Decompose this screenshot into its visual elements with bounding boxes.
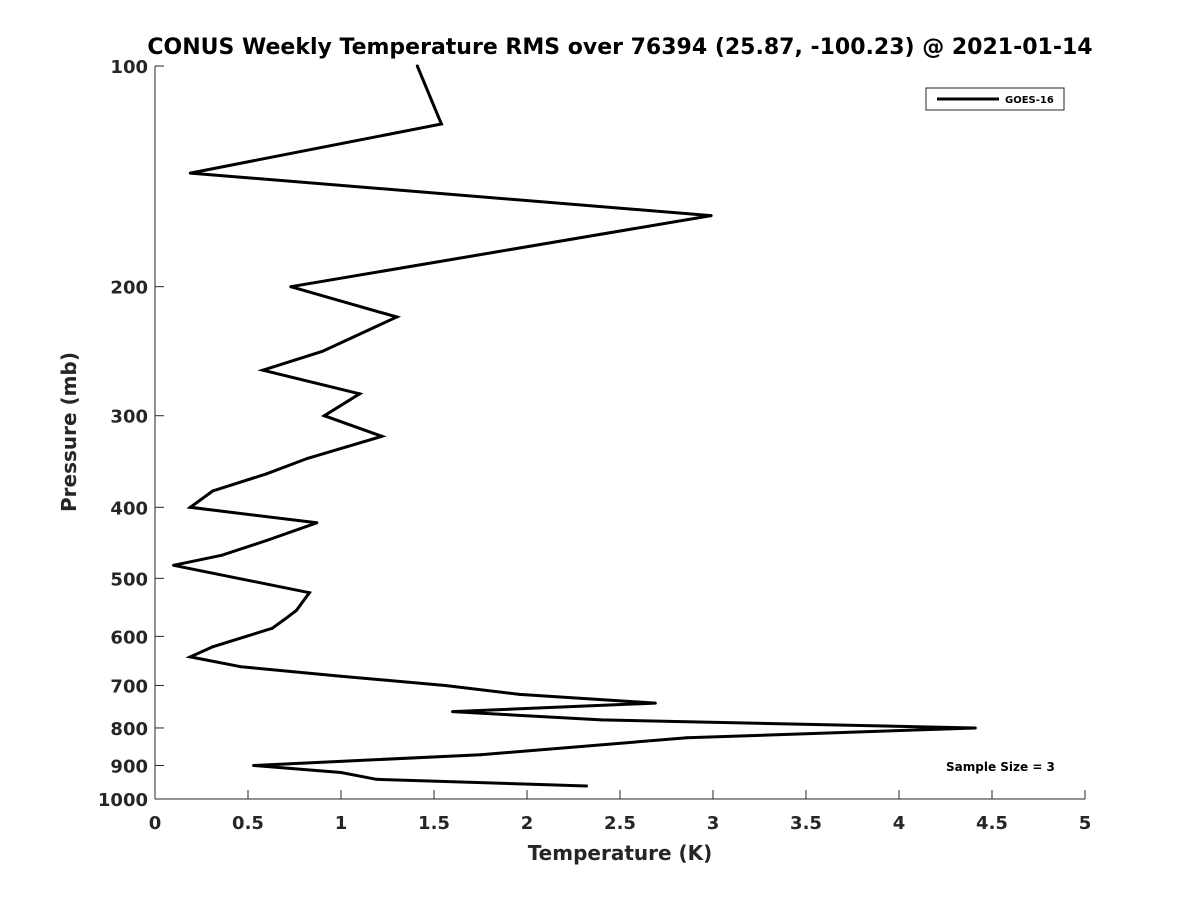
series-line-goes-16 <box>173 65 976 788</box>
x-tick-label: 0 <box>149 813 162 834</box>
data-point <box>211 645 215 649</box>
x-tick-label: 3.5 <box>790 813 822 834</box>
data-point <box>415 64 419 68</box>
y-tick-label: 400 <box>110 498 148 519</box>
data-point <box>653 701 657 705</box>
data-point <box>252 764 256 767</box>
data-point <box>374 777 378 781</box>
legend-label: GOES-16 <box>1005 95 1054 106</box>
y-tick-label: 500 <box>110 569 148 590</box>
data-point <box>339 674 343 678</box>
y-tick-label: 800 <box>110 719 148 740</box>
y-ticks: 100 200 300 400 500 600 700 800 900 1000 <box>98 57 164 811</box>
y-tick-label: 900 <box>110 756 148 777</box>
data-point <box>322 414 326 418</box>
data-point <box>306 456 309 460</box>
data-point <box>188 655 192 659</box>
data-point <box>585 784 588 788</box>
sample-size-annotation: Sample Size = 3 <box>946 760 1055 774</box>
x-tick-label: 1.5 <box>418 813 450 834</box>
data-point <box>211 489 215 493</box>
data-point <box>443 684 447 687</box>
data-point <box>220 553 224 557</box>
x-tick-label: 4.5 <box>976 813 1008 834</box>
data-point <box>188 171 192 175</box>
data-point <box>244 634 248 638</box>
data-point <box>294 608 298 612</box>
x-tick-label: 1 <box>335 813 348 834</box>
y-tick-label: 1000 <box>98 790 148 811</box>
data-point <box>599 718 603 722</box>
y-tick-label: 100 <box>110 57 148 78</box>
data-point <box>315 521 319 525</box>
data-point <box>172 563 176 567</box>
x-tick-label: 0.5 <box>232 813 264 834</box>
data-point <box>395 315 399 319</box>
y-tick-label: 600 <box>110 627 148 648</box>
data-point <box>518 692 522 696</box>
x-tick-label: 3 <box>707 813 720 834</box>
data-point <box>973 726 977 730</box>
x-tick-label: 4 <box>893 813 906 834</box>
series-group <box>172 64 977 788</box>
chart-title: CONUS Weekly Temperature RMS over 76394 … <box>147 35 1092 60</box>
data-point <box>270 626 274 630</box>
data-point <box>479 753 482 757</box>
x-tick-label: 2 <box>521 813 534 834</box>
data-point <box>709 214 713 218</box>
data-point <box>188 505 192 509</box>
x-tick-label: 5 <box>1079 813 1092 834</box>
data-point <box>239 665 243 669</box>
data-point <box>358 392 362 396</box>
data-point <box>339 771 343 774</box>
y-tick-label: 200 <box>110 278 148 299</box>
data-point <box>283 617 287 621</box>
data-point <box>320 349 324 353</box>
x-axis-title: Temperature (K) <box>528 841 713 865</box>
data-point <box>289 285 293 289</box>
data-point <box>307 591 311 595</box>
data-point <box>261 368 265 372</box>
y-axis-title: Pressure (mb) <box>57 352 81 512</box>
y-tick-label: 300 <box>110 407 148 428</box>
data-point <box>439 122 443 126</box>
data-point <box>265 472 269 476</box>
data-point <box>685 736 689 740</box>
data-point <box>265 539 269 542</box>
y-tick-label: 700 <box>110 676 148 697</box>
x-tick-label: 2.5 <box>604 813 636 834</box>
data-point <box>451 710 455 714</box>
x-ticks: 0 0.5 1 1.5 2 2.5 3 3.5 4 4.5 5 <box>149 790 1092 834</box>
data-point <box>380 434 384 438</box>
legend: GOES-16 <box>925 87 1065 111</box>
